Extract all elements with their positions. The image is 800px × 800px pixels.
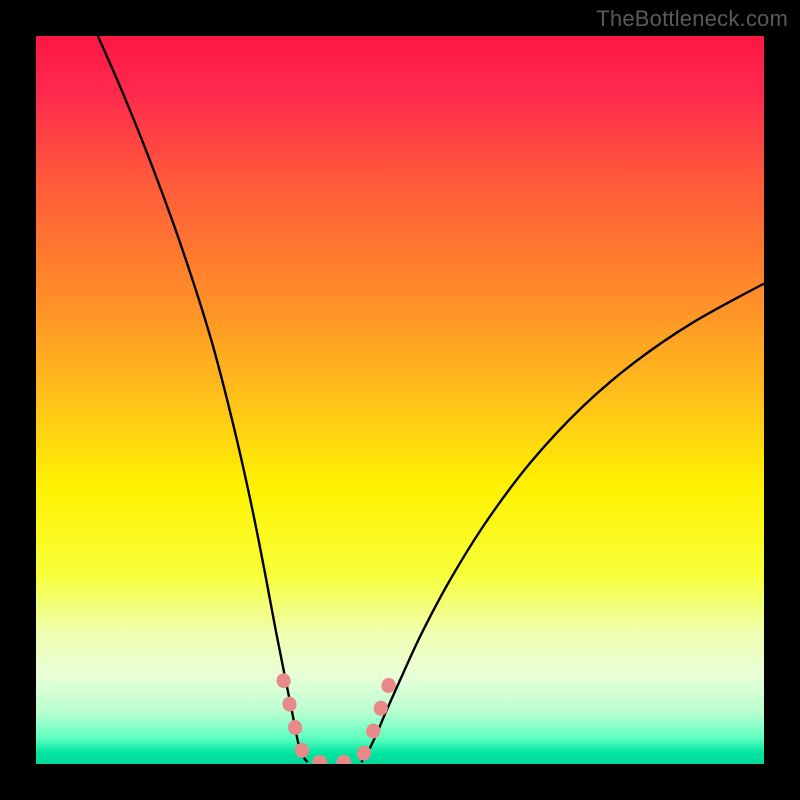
bottleneck-overlay [284,680,390,762]
curve-layer [36,36,764,764]
right-curve [361,284,764,763]
plot-area [36,36,764,764]
chart-outer: TheBottleneck.com [0,0,800,800]
left-curve [98,36,308,762]
watermark-text: TheBottleneck.com [596,6,788,32]
